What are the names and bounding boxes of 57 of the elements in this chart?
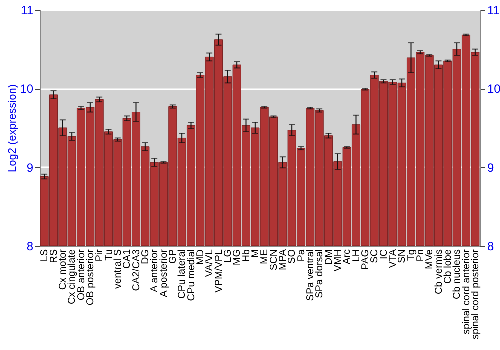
x-tick-label: CA2/CA3: [131, 249, 142, 292]
y-tick-label: 11: [21, 4, 34, 18]
x-tick-label: VPM/VPL: [214, 249, 225, 293]
y2-tick-label: 10: [488, 82, 500, 96]
y-tick-label: 10: [20, 82, 34, 96]
x-tick-label: OB posterior: [85, 248, 96, 306]
x-tick-label: M: [250, 250, 262, 258]
x-tick-label: ME: [260, 249, 271, 264]
x-tick-label: spinal cord anterior: [461, 248, 472, 335]
x-tick-label: Cb vermis: [434, 250, 445, 295]
x-tick-label: Cx motor: [58, 248, 69, 290]
x-tick-label: SCN: [268, 250, 280, 271]
x-tick-label: A anterior: [150, 248, 161, 292]
x-tick-label: Arc: [342, 250, 354, 264]
x-tick-label: Tg: [406, 250, 418, 262]
x-tick-label: Tu: [104, 250, 115, 261]
x-tick-label: GP: [168, 249, 179, 264]
x-tick-label: Cb nucleus: [452, 250, 464, 300]
x-tick-label: spinal cord posterior: [470, 248, 482, 340]
x-tick-label: LG: [222, 249, 234, 263]
x-tick-label: IC: [378, 250, 390, 260]
x-tick-label: Hb: [241, 249, 252, 262]
x-tick-label: Pn: [415, 250, 426, 262]
x-tick-label: A posterior: [158, 248, 170, 298]
x-tick-label: CA1: [122, 249, 134, 269]
y-axis-title: Log2 (expression): [7, 84, 20, 173]
x-tick-label: ventral S: [112, 249, 124, 289]
x-tick-label: SO: [287, 249, 298, 264]
x-tick-label: PAG: [360, 249, 372, 270]
x-tick-label: SPa dorsal: [314, 250, 326, 298]
x-tick-label: LH: [351, 250, 362, 262]
x-tick-label: VMH: [332, 250, 344, 272]
x-tick-label: DM: [324, 250, 335, 266]
x-tick-label: Cx cingulate: [67, 249, 78, 305]
x-tick-label: Cb lobe: [442, 249, 454, 284]
y2-tick-label: 8: [488, 240, 494, 254]
x-tick-label: Pir: [94, 248, 106, 262]
x-tick-label: MVe: [424, 249, 436, 270]
x-tick-label: DG: [140, 249, 152, 264]
y-tick-label: 8: [26, 240, 34, 254]
y2-tick-label: 9: [488, 160, 494, 175]
x-tick-label: SPa ventral: [305, 250, 316, 302]
x-tick-label: SN: [397, 250, 408, 264]
x-tick-label: CPu lateral: [177, 250, 188, 299]
x-tick-label: MD: [195, 250, 206, 266]
x-tick-label: MG: [232, 249, 244, 266]
x-tick-label: LS: [40, 249, 51, 262]
y2-tick-label: 11: [488, 4, 500, 18]
x-tick-label: SC: [370, 250, 381, 264]
x-tick-label: Pa: [296, 249, 308, 262]
x-tick-label: CPu medial: [186, 250, 198, 302]
x-tick-label: VA/VL: [204, 249, 216, 278]
x-tick-label: RS: [48, 249, 60, 264]
x-tick-label: MPA: [278, 249, 289, 270]
y-tick-label: 9: [26, 160, 34, 175]
x-tick-label: VTA: [388, 249, 399, 268]
x-tick-label: OB anterior: [76, 248, 88, 301]
